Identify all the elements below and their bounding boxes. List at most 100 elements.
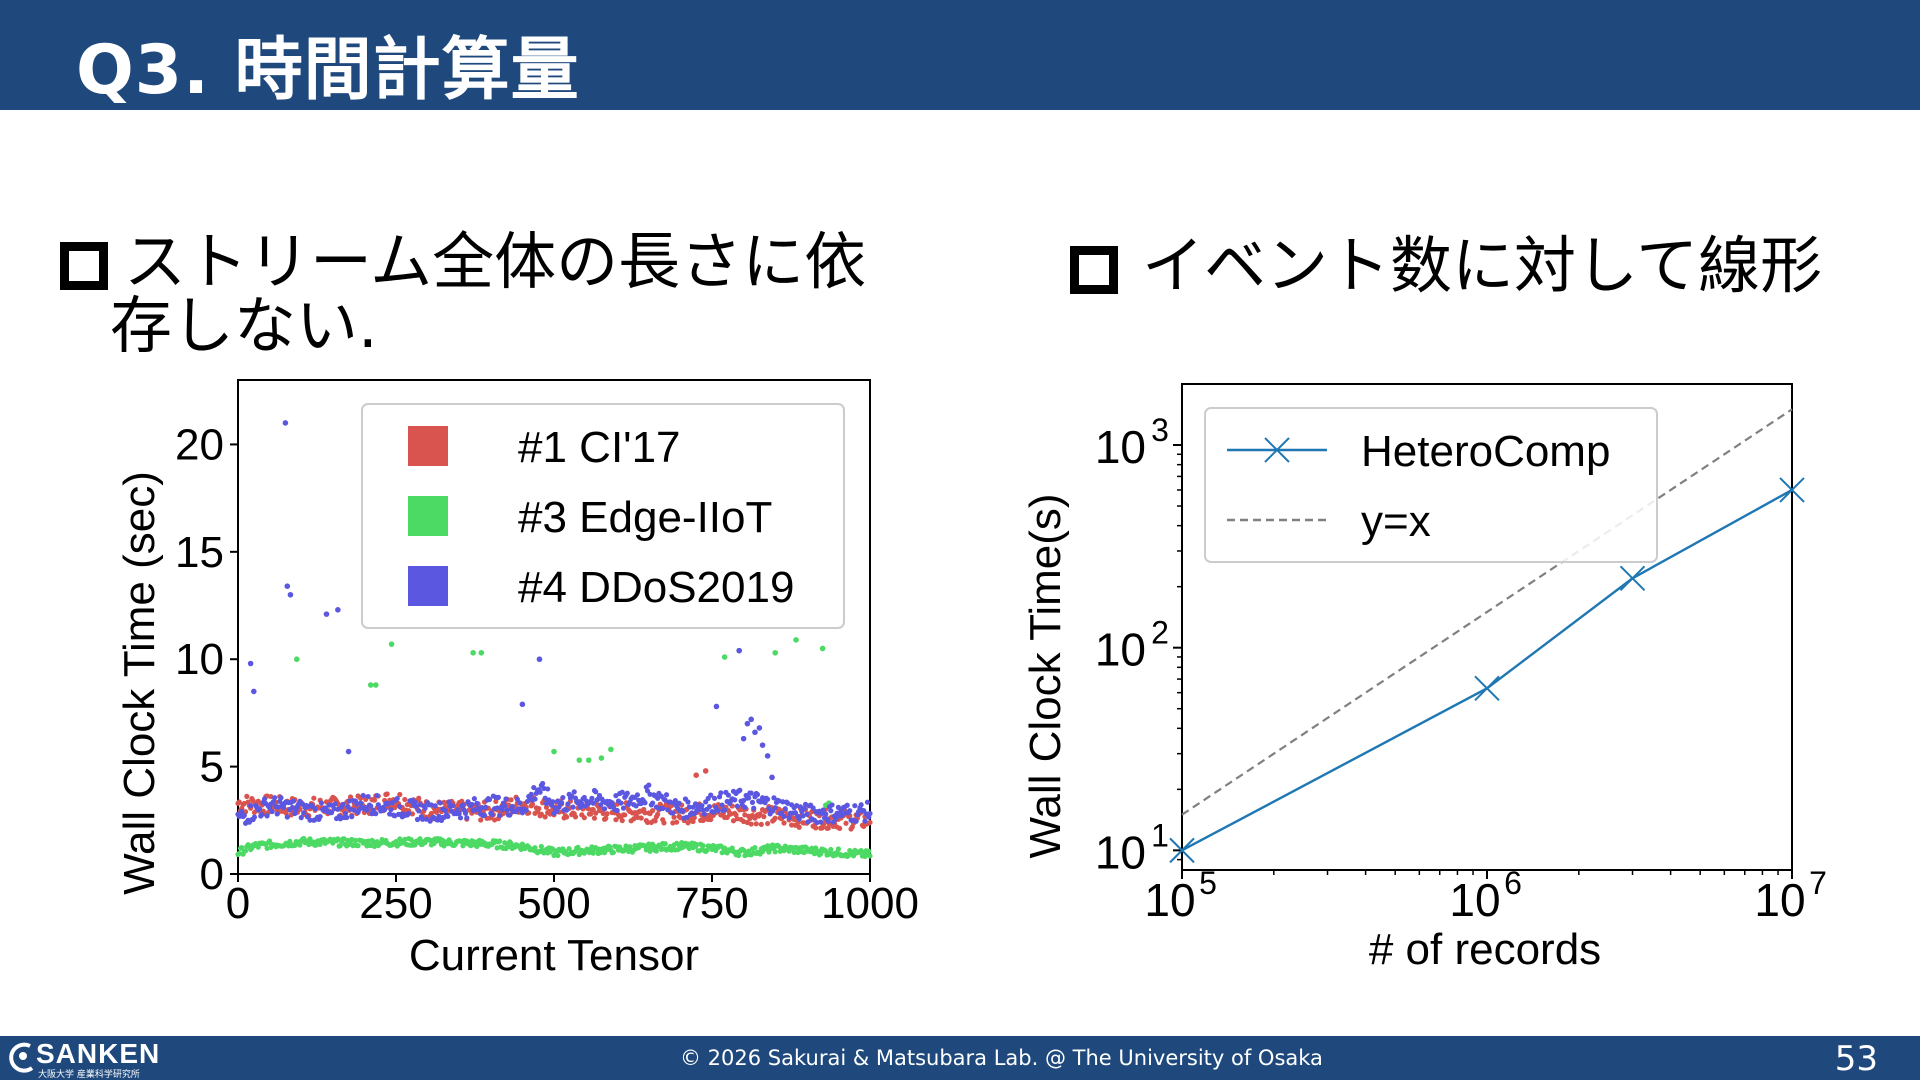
x-tick-exponent: 6 [1504,865,1522,901]
scatter-point [536,656,543,663]
x-tick-exponent: 7 [1809,865,1827,901]
data-point-marker [1779,477,1805,503]
scatter-point [340,801,346,807]
scatter-point [719,850,725,856]
y-tick-label: 15 [175,528,224,577]
scatter-point [633,803,639,809]
scatter-point [772,815,778,821]
scatter-point [753,821,759,827]
scatter-point [394,795,400,802]
scatter-point [575,844,581,850]
scatter-point [781,820,787,826]
scatter-point [825,818,831,824]
scatter-point [652,818,658,824]
scatter-point [748,716,754,723]
scatter-point [754,791,761,798]
scatter-point [734,803,740,809]
scatter-point [293,656,300,663]
scatter-point [677,815,684,821]
scatter-point [388,807,394,813]
scatter-point [691,815,697,821]
scatter-point [690,818,696,825]
scatter-point [503,796,509,802]
scatter-point [662,841,668,847]
scatter-point [708,816,714,823]
scatter-point [746,795,752,801]
scatter-point [737,787,743,793]
scatter-point [686,804,692,810]
scatter-point [259,811,265,818]
legend-swatch [408,566,448,606]
legend-swatch [408,496,448,536]
scatter-point [736,647,742,654]
scatter-point [759,742,766,748]
scatter-point [608,746,614,753]
scatter-point [550,799,556,805]
scatter-point [823,811,829,817]
scatter-point [570,804,576,810]
scatter-point [735,852,742,859]
scatter-point [694,841,700,848]
scatter-point [553,808,560,815]
right-bullet-text: イベント数に対して線形 [1142,229,1823,302]
scatter-point [725,792,732,798]
scatter-point [519,701,526,708]
scatter-point [613,817,619,823]
scatter-point [269,808,275,815]
scatter-point [819,645,826,652]
scatter-point [560,794,566,801]
scatter-point [765,820,771,827]
scatter-point [693,772,699,778]
scatter-point [590,800,596,806]
scatter-point [419,816,426,822]
scatter-point [749,799,756,805]
scatter-point [397,836,403,842]
scatter-point [713,703,720,710]
scatter-point [355,843,361,849]
scatter-point [256,806,263,812]
scatter-point [272,795,278,801]
scatter-point [462,810,469,816]
legend-swatch [408,426,448,466]
scatter-point [581,815,587,821]
scatter-point [545,786,551,792]
scatter-point [740,735,747,742]
scatter-point [772,649,778,656]
scatter-point [517,800,523,806]
scatter-point [481,812,488,818]
scatter-point [528,791,534,797]
legend-label: HeteroComp [1361,427,1610,476]
scatter-point [298,815,304,821]
left-bullet-line1: ストリーム全体の長さに依 [124,225,867,298]
scatter-point [514,796,520,802]
scatter-point [351,807,357,813]
series-2 [235,420,873,826]
scatter-point [752,845,758,851]
scatter-point [793,637,799,643]
scatter-point [360,792,366,799]
scatter-point [248,803,254,809]
scatter-point [571,789,577,795]
scatter-point [495,794,501,800]
scatter-point [402,796,408,803]
scatter-point [301,810,307,816]
scatter-point [388,641,395,647]
scatter-point [835,846,842,852]
scatter-point [642,810,648,816]
y-tick-label: 10 [1095,826,1146,878]
scatter-point [718,790,724,796]
scatter-point [538,811,544,817]
scatter-point [572,814,579,820]
legend-box [361,403,845,629]
scatter-point [771,795,777,801]
scatter-point [441,799,447,806]
scatter-point [364,807,370,813]
scatter-point [280,804,287,811]
scatter-point [590,850,596,856]
scatter-point [241,812,247,818]
scatter-point [532,796,538,802]
scatter-point [593,810,599,816]
scatter-point [579,801,585,807]
scatter-point [576,757,583,763]
